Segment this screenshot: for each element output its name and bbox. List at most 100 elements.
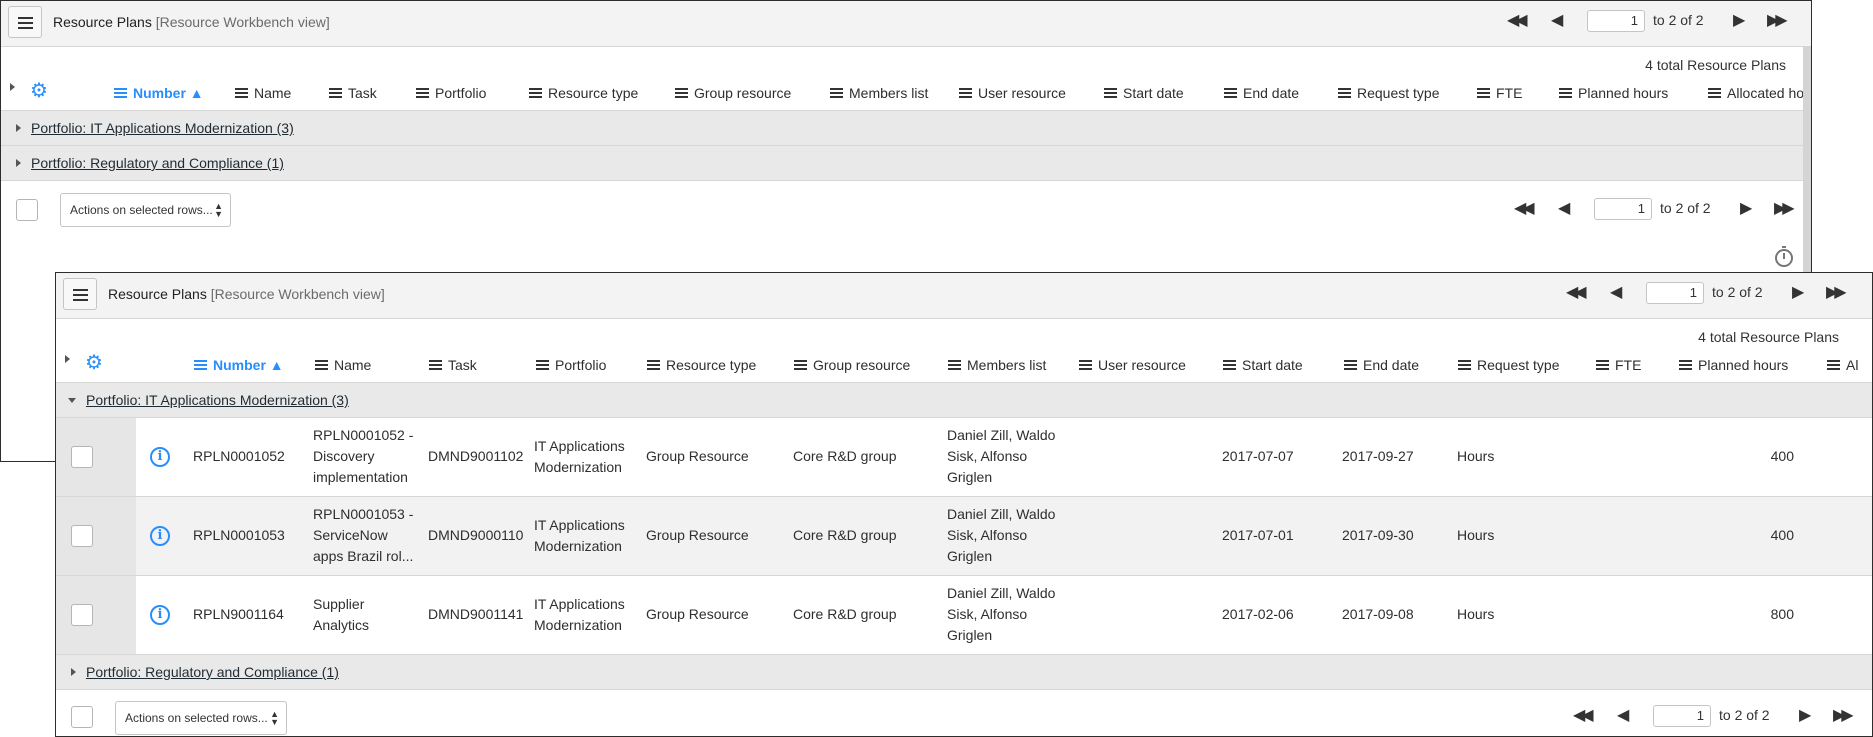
column-menu-icon[interactable]: [1596, 360, 1609, 370]
first-page-button[interactable]: ◀◀: [1566, 284, 1587, 301]
column-user-resource[interactable]: User resource: [1079, 357, 1186, 373]
column-menu-icon[interactable]: [959, 88, 972, 98]
column-menu-icon[interactable]: [1338, 88, 1351, 98]
column-end-date[interactable]: End date: [1344, 357, 1419, 373]
column-allocated-hours[interactable]: Allocated ho: [1708, 85, 1804, 101]
previous-page-button[interactable]: ◀: [1558, 200, 1570, 217]
column-menu-icon[interactable]: [1344, 360, 1357, 370]
expand-group-icon[interactable]: [16, 159, 21, 167]
table-row[interactable]: i RPLN9001164 Supplier Analytics DMND900…: [56, 576, 1872, 655]
last-page-button[interactable]: ▶▶: [1833, 707, 1854, 724]
last-page-button[interactable]: ▶▶: [1826, 284, 1847, 301]
column-menu-icon[interactable]: [536, 360, 549, 370]
expand-all-icon[interactable]: [65, 355, 70, 363]
column-request-type[interactable]: Request type: [1458, 357, 1560, 373]
column-menu-icon[interactable]: [114, 88, 127, 98]
cell-group-resource[interactable]: Core R&D group: [793, 527, 897, 543]
group-row[interactable]: Portfolio: Regulatory and Compliance (1): [56, 655, 1872, 690]
cell-group-resource[interactable]: Core R&D group: [793, 606, 897, 622]
column-fte[interactable]: FTE: [1477, 85, 1522, 101]
column-task[interactable]: Task: [329, 85, 377, 101]
expand-group-icon[interactable]: [71, 668, 76, 676]
group-row[interactable]: Portfolio: Regulatory and Compliance (1): [1, 146, 1811, 181]
cell-task[interactable]: DMND9001102: [428, 448, 524, 464]
column-group-resource[interactable]: Group resource: [675, 85, 791, 101]
row-checkbox[interactable]: [71, 525, 93, 547]
column-name[interactable]: Name: [315, 357, 371, 373]
info-icon[interactable]: i: [150, 605, 170, 625]
column-group-resource[interactable]: Group resource: [794, 357, 910, 373]
group-label[interactable]: Portfolio: IT Applications Modernization…: [86, 392, 349, 408]
column-fte[interactable]: FTE: [1596, 357, 1641, 373]
column-start-date[interactable]: Start date: [1104, 85, 1184, 101]
last-page-button[interactable]: ▶▶: [1767, 12, 1788, 29]
column-menu-icon[interactable]: [194, 360, 207, 370]
column-name[interactable]: Name: [235, 85, 291, 101]
column-menu-icon[interactable]: [416, 88, 429, 98]
group-label[interactable]: Portfolio: Regulatory and Compliance (1): [31, 155, 284, 171]
cell-portfolio[interactable]: IT Applications Modernization: [534, 517, 625, 554]
column-menu-icon[interactable]: [1708, 88, 1721, 98]
cell-task[interactable]: DMND9000110: [428, 527, 524, 543]
first-page-button[interactable]: ◀◀: [1573, 707, 1594, 724]
cell-number[interactable]: RPLN0001052: [193, 448, 285, 464]
column-menu-icon[interactable]: [429, 360, 442, 370]
stopwatch-icon[interactable]: [1775, 246, 1793, 267]
expand-all-icon[interactable]: [10, 83, 15, 91]
column-menu-icon[interactable]: [1223, 360, 1236, 370]
collapse-group-icon[interactable]: [68, 398, 76, 403]
column-menu-icon[interactable]: [1079, 360, 1092, 370]
column-menu-icon[interactable]: [1827, 360, 1840, 370]
page-number-input[interactable]: 1: [1646, 282, 1704, 304]
column-planned-hours[interactable]: Planned hours: [1559, 85, 1668, 101]
column-members-list[interactable]: Members list: [948, 357, 1046, 373]
list-menu-button[interactable]: [63, 278, 97, 310]
select-all-checkbox[interactable]: [16, 199, 38, 221]
page-number-input[interactable]: 1: [1653, 705, 1711, 727]
column-portfolio[interactable]: Portfolio: [416, 85, 486, 101]
group-label[interactable]: Portfolio: IT Applications Modernization…: [31, 120, 294, 136]
actions-on-selected-select[interactable]: Actions on selected rows... ▲ ▼: [115, 701, 287, 735]
column-portfolio[interactable]: Portfolio: [536, 357, 606, 373]
next-page-button[interactable]: ▶: [1740, 200, 1752, 217]
next-page-button[interactable]: ▶: [1792, 284, 1804, 301]
last-page-button[interactable]: ▶▶: [1774, 200, 1795, 217]
column-number[interactable]: Number ▲: [194, 357, 284, 373]
next-page-button[interactable]: ▶: [1733, 12, 1745, 29]
expand-group-icon[interactable]: [16, 124, 21, 132]
previous-page-button[interactable]: ◀: [1610, 284, 1622, 301]
column-menu-icon[interactable]: [329, 88, 342, 98]
column-menu-icon[interactable]: [235, 88, 248, 98]
cell-task[interactable]: DMND9001141: [428, 606, 524, 622]
column-menu-icon[interactable]: [948, 360, 961, 370]
cell-portfolio[interactable]: IT Applications Modernization: [534, 438, 625, 475]
column-menu-icon[interactable]: [1679, 360, 1692, 370]
column-user-resource[interactable]: User resource: [959, 85, 1066, 101]
row-checkbox[interactable]: [71, 446, 93, 468]
previous-page-button[interactable]: ◀: [1551, 12, 1563, 29]
group-row[interactable]: Portfolio: IT Applications Modernization…: [1, 111, 1811, 146]
column-menu-icon[interactable]: [1104, 88, 1117, 98]
column-menu-icon[interactable]: [1458, 360, 1471, 370]
table-row[interactable]: i RPLN0001053 RPLN0001053 - ServiceNow a…: [56, 497, 1872, 576]
list-menu-button[interactable]: [8, 6, 42, 38]
column-resource-type[interactable]: Resource type: [529, 85, 638, 101]
column-task[interactable]: Task: [429, 357, 477, 373]
first-page-button[interactable]: ◀◀: [1514, 200, 1535, 217]
previous-page-button[interactable]: ◀: [1617, 707, 1629, 724]
column-menu-icon[interactable]: [830, 88, 843, 98]
column-request-type[interactable]: Request type: [1338, 85, 1440, 101]
next-page-button[interactable]: ▶: [1799, 707, 1811, 724]
column-members-list[interactable]: Members list: [830, 85, 928, 101]
column-resource-type[interactable]: Resource type: [647, 357, 756, 373]
actions-on-selected-select[interactable]: Actions on selected rows... ▲ ▼: [60, 193, 231, 227]
table-row[interactable]: i RPLN0001052 RPLN0001052 - Discovery im…: [56, 418, 1872, 497]
cell-group-resource[interactable]: Core R&D group: [793, 448, 897, 464]
row-checkbox[interactable]: [71, 604, 93, 626]
cell-number[interactable]: RPLN9001164: [193, 606, 284, 622]
info-icon[interactable]: i: [150, 447, 170, 467]
group-label[interactable]: Portfolio: Regulatory and Compliance (1): [86, 664, 339, 680]
column-menu-icon[interactable]: [1559, 88, 1572, 98]
column-planned-hours[interactable]: Planned hours: [1679, 357, 1788, 373]
cell-number[interactable]: RPLN0001053: [193, 527, 285, 543]
